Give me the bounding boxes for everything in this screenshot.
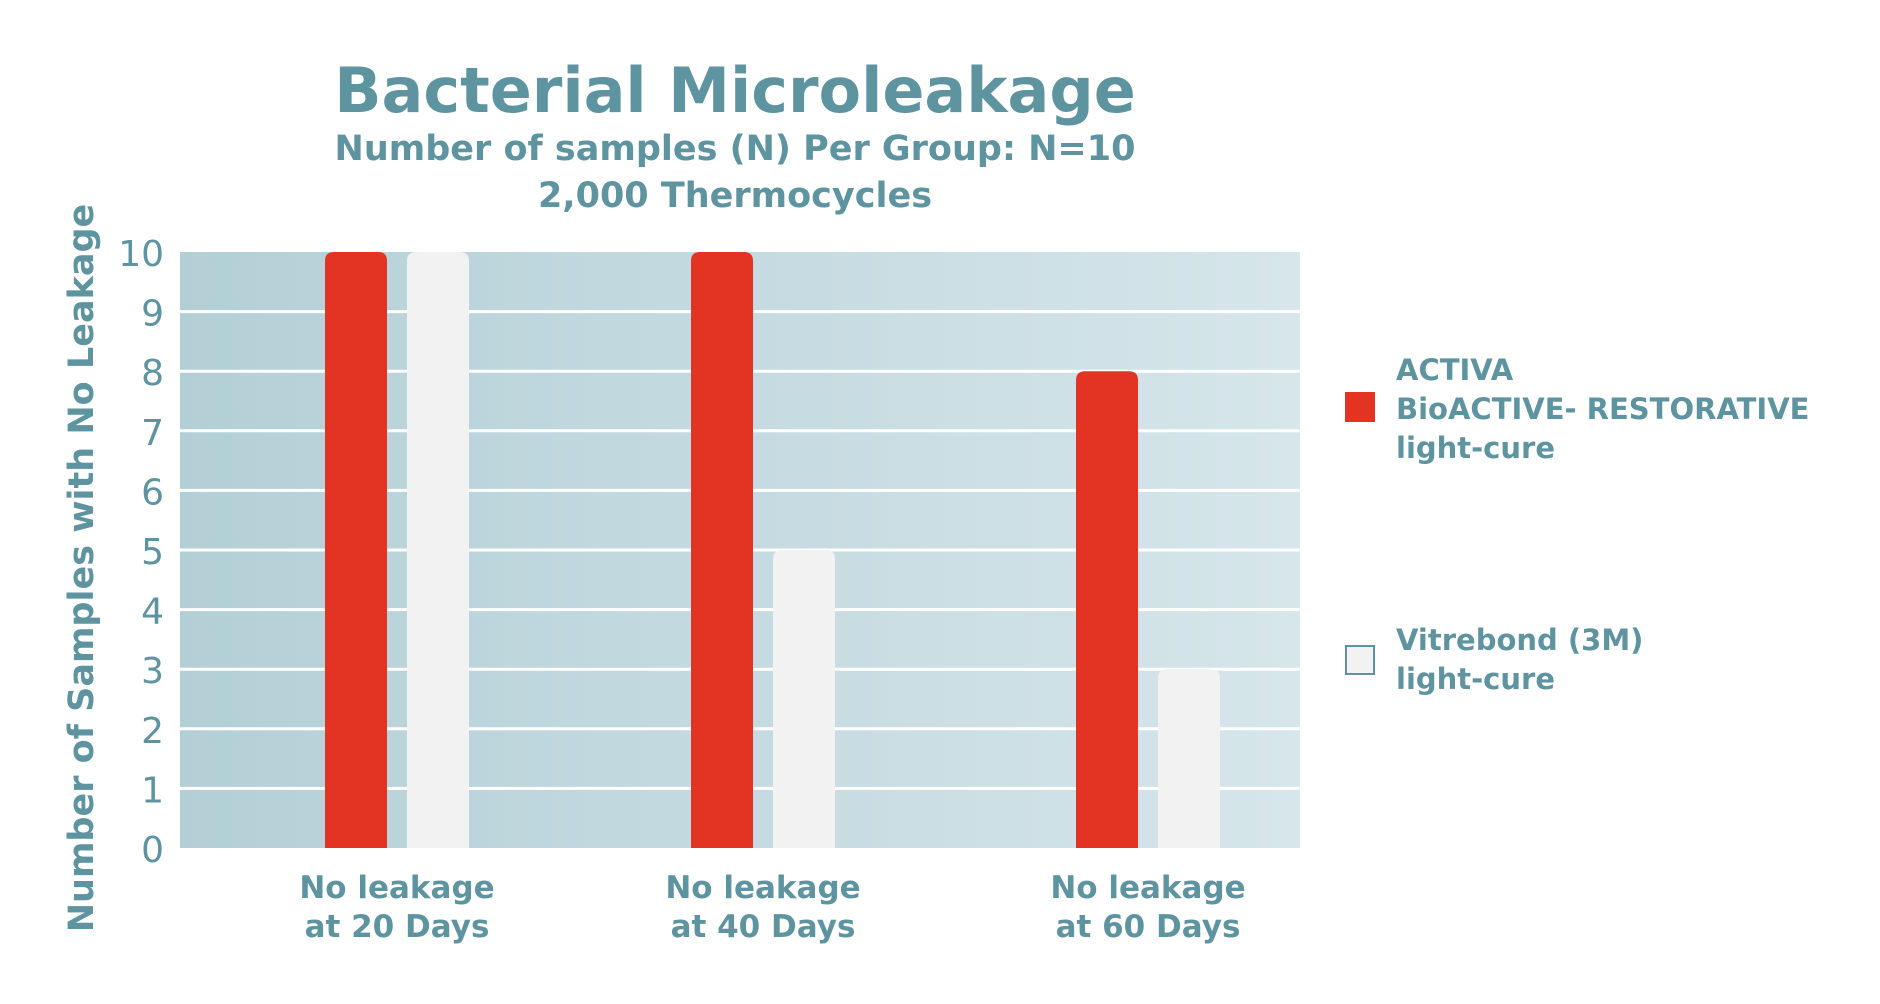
bar-vitrebond-2 bbox=[773, 550, 835, 848]
y-tick-label: 10 bbox=[118, 234, 164, 275]
legend-label-activa-line-3: light-cure bbox=[1396, 431, 1555, 465]
y-tick-label: 1 bbox=[141, 770, 164, 811]
x-tick-label-line-1: No leakage bbox=[299, 870, 494, 906]
legend-swatch-activa bbox=[1345, 392, 1375, 422]
y-tick-label: 0 bbox=[141, 830, 164, 871]
chart-title: Bacterial Microleakage bbox=[334, 54, 1136, 127]
y-tick-label: 3 bbox=[141, 651, 164, 692]
x-tick-label-line-1: No leakage bbox=[1050, 870, 1245, 906]
y-tick-labels: 0 1 2 3 4 5 6 7 8 9 10 bbox=[118, 234, 164, 871]
legend-label-vitrebond-line-1: Vitrebond (3M) bbox=[1396, 623, 1643, 657]
x-tick-label-line-2: at 60 Days bbox=[1056, 909, 1241, 945]
x-tick-label-line-2: at 20 Days bbox=[305, 909, 490, 945]
x-tick-label-line-1: No leakage bbox=[665, 870, 860, 906]
bar-vitrebond-1 bbox=[407, 252, 469, 848]
legend-swatch-vitrebond bbox=[1345, 645, 1375, 675]
legend-label-activa-line-2: BioACTIVE- RESTORATIVE bbox=[1396, 392, 1809, 426]
legend: ACTIVA BioACTIVE- RESTORATIVE light-cure… bbox=[1345, 353, 1809, 696]
bar-activa-3 bbox=[1076, 371, 1138, 848]
bar-activa-1 bbox=[325, 252, 387, 848]
y-tick-label: 6 bbox=[141, 472, 164, 513]
y-tick-label: 4 bbox=[141, 592, 164, 633]
y-tick-label: 2 bbox=[141, 711, 164, 752]
y-tick-label: 5 bbox=[141, 532, 164, 573]
y-tick-label: 8 bbox=[141, 353, 164, 394]
chart-subtitle-line-2: 2,000 Thermocycles bbox=[538, 176, 932, 216]
legend-label-activa-line-1: ACTIVA bbox=[1396, 353, 1514, 387]
y-tick-label: 9 bbox=[141, 294, 164, 335]
bar-activa-2 bbox=[691, 252, 753, 848]
chart-subtitle-line-1: Number of samples (N) Per Group: N=10 bbox=[335, 129, 1136, 169]
bars bbox=[325, 252, 1220, 848]
y-axis-label: Number of Samples with No Leakage bbox=[62, 204, 102, 933]
y-tick-label: 7 bbox=[141, 413, 164, 454]
x-tick-label-line-2: at 40 Days bbox=[671, 909, 856, 945]
legend-label-vitrebond-line-2: light-cure bbox=[1396, 662, 1555, 696]
bar-vitrebond-3 bbox=[1158, 669, 1220, 848]
